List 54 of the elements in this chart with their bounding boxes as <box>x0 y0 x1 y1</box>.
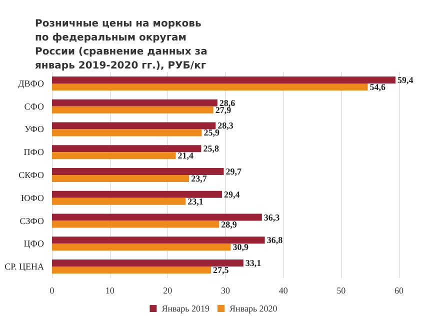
bar <box>52 122 216 130</box>
bar <box>52 106 214 114</box>
x-tick-label: 40 <box>278 286 288 296</box>
y-tick-label: ЮФО <box>21 192 44 203</box>
data-label: 23,7 <box>191 174 208 184</box>
y-tick-label: СКФО <box>18 170 44 180</box>
data-label: 33,1 <box>245 258 262 268</box>
data-label: 30,9 <box>232 242 249 252</box>
data-label: 21,4 <box>178 150 194 161</box>
y-tick-label: УФО <box>24 124 44 134</box>
data-label: 27,5 <box>213 265 230 276</box>
bar <box>52 168 224 175</box>
bar <box>52 145 202 152</box>
bar <box>52 99 218 106</box>
data-label: 29,7 <box>226 166 242 176</box>
bar <box>52 152 176 160</box>
data-label: 23,1 <box>188 196 204 206</box>
data-label: 59,4 <box>398 74 414 85</box>
bar <box>52 198 186 205</box>
data-label: 28,6 <box>219 98 236 108</box>
bar <box>52 76 396 84</box>
bar <box>52 83 368 90</box>
x-tick-label: 50 <box>336 286 346 296</box>
y-tick-label: ПФО <box>24 147 44 158</box>
bar <box>52 220 220 228</box>
bar <box>52 129 202 136</box>
data-label: 54,6 <box>370 82 386 92</box>
x-tick-label: 0 <box>50 286 55 296</box>
data-label: 25,9 <box>204 128 220 138</box>
y-tick-label: СЗФО <box>20 216 44 226</box>
chart-title: Розничные цены на морковь по федеральным округам России (сравнение данных за январь 2019-2020 гг.), РУБ/кг <box>35 18 211 72</box>
bar <box>52 214 262 221</box>
x-tick-label: 20 <box>163 286 173 296</box>
y-tick-label: СФО <box>24 101 44 112</box>
y-tick-label: ДВФО <box>18 78 44 88</box>
x-tick-label: 30 <box>221 286 230 296</box>
data-label: 28,3 <box>218 120 234 131</box>
bar <box>52 266 212 274</box>
bar <box>52 175 190 182</box>
bar <box>52 260 244 267</box>
data-label: 36,3 <box>264 212 280 222</box>
bar <box>52 236 265 244</box>
x-tick-label: 60 <box>394 286 404 296</box>
bar <box>52 190 222 198</box>
legend-label: Январь 2020 <box>230 304 278 314</box>
data-label: 29,4 <box>224 189 240 200</box>
data-label: 28,9 <box>221 219 238 230</box>
legend-label: Январь 2019 <box>162 304 210 314</box>
y-tick-label: СР. ЦЕНА <box>4 262 44 272</box>
data-label: 36,8 <box>266 235 284 246</box>
y-tick-label: ЦФО <box>24 238 44 249</box>
data-label: 25,8 <box>203 144 220 154</box>
bar <box>52 244 231 251</box>
x-tick-label: 10 <box>105 286 115 296</box>
